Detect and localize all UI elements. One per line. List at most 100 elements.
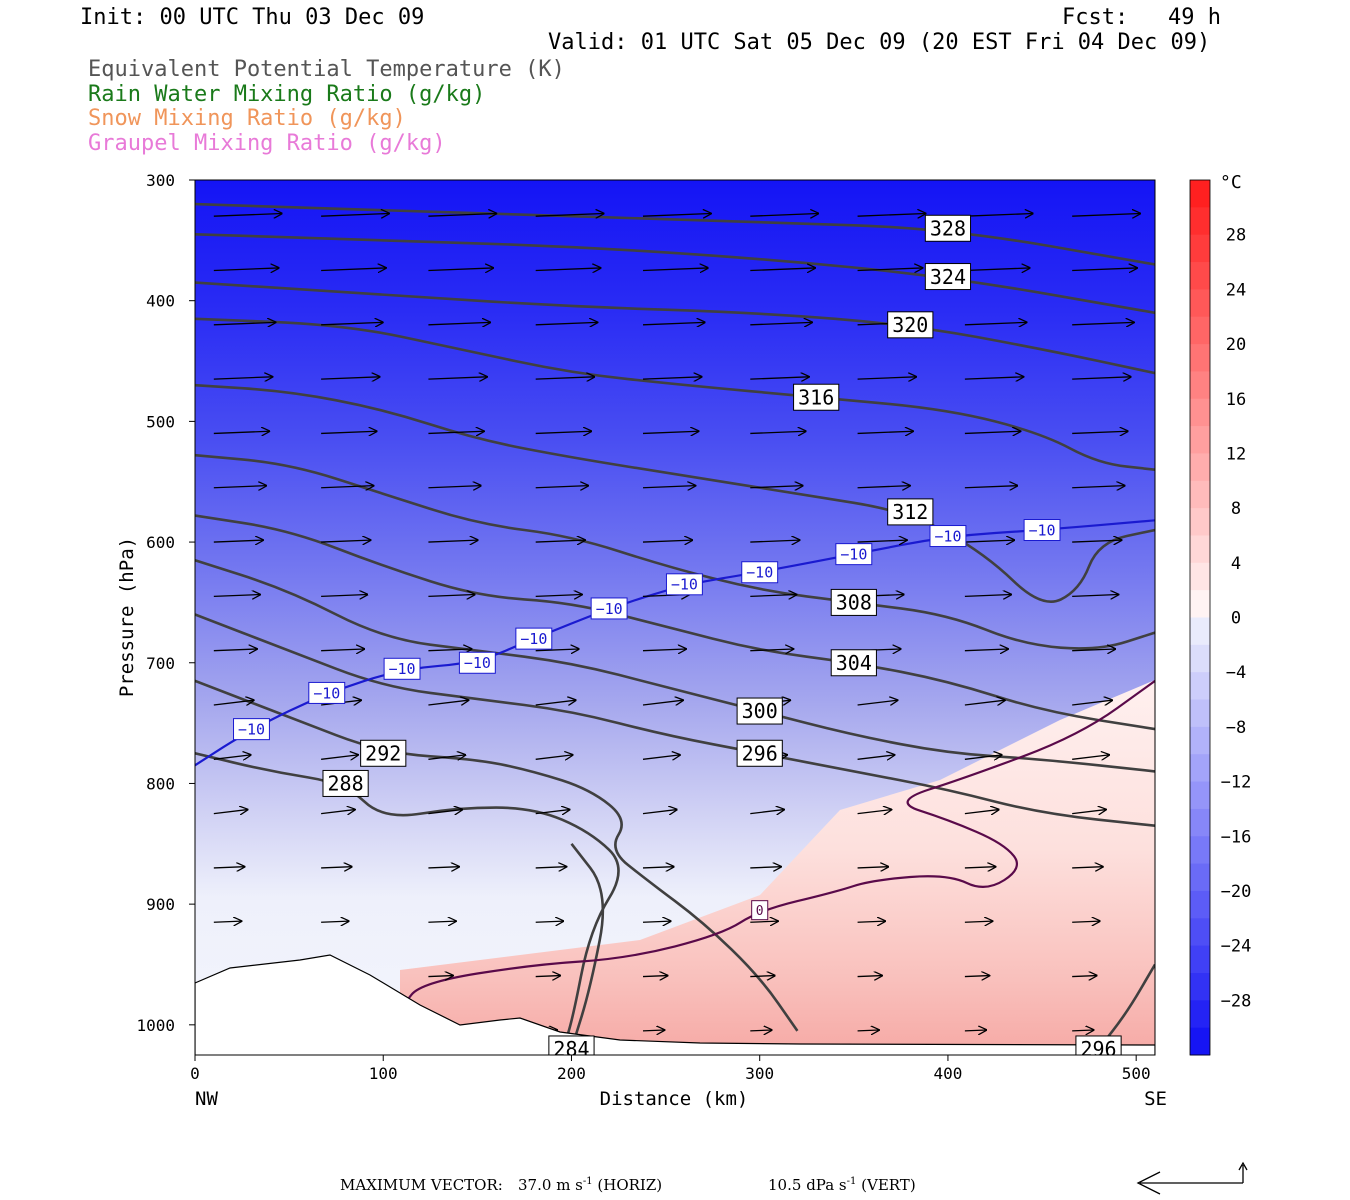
wind-vector	[1072, 322, 1134, 324]
colorbar-tick-label: 16	[1226, 390, 1246, 410]
plot-frame	[194, 179, 1156, 1056]
wind-vector	[1072, 595, 1118, 597]
wind-vector	[213, 810, 248, 814]
wind-vector	[750, 322, 812, 324]
wind-vector	[857, 431, 914, 433]
wind-vector	[964, 867, 996, 868]
wind-vector	[964, 976, 989, 977]
wind-vector	[964, 213, 1033, 216]
wind-vector	[535, 921, 564, 922]
contour-label-324: 324	[930, 265, 966, 289]
contour-label-288-box	[322, 769, 369, 797]
wind-vector	[750, 213, 818, 216]
colorbar-tick-label: 24	[1226, 280, 1246, 300]
contour-label-312-box	[887, 498, 934, 526]
wind-vector	[213, 595, 260, 597]
wind-vector	[428, 755, 465, 759]
colorbar-tick-label: 12	[1226, 444, 1246, 464]
wind-vector	[964, 595, 1011, 597]
isotherm-minus10	[195, 519, 1155, 767]
wind-vector	[321, 755, 358, 759]
y-axis-title: Pressure (hPa)	[116, 537, 138, 697]
wind-vector	[1072, 213, 1140, 216]
theta-e-contour-304	[195, 514, 1155, 731]
colorbar-bin	[1190, 453, 1210, 482]
wind-vector	[1072, 867, 1103, 868]
colorbar-tick-label: −8	[1226, 718, 1246, 738]
colorbar-bin	[1190, 726, 1210, 755]
theta-e-contour-328	[195, 202, 1155, 266]
y-tick-label: 1000	[136, 1016, 175, 1035]
theta-e-contour-324	[195, 233, 1155, 315]
wind-vector	[1072, 268, 1137, 271]
isotherm-label-minus10-box	[1023, 519, 1061, 541]
isotherm-label-minus10: −10	[934, 527, 961, 545]
max-vector-label: MAXIMUM VECTOR:	[340, 1176, 503, 1194]
wind-vector	[964, 921, 993, 922]
isotherm-label-minus10: −10	[596, 600, 623, 618]
isotherm-label-minus10-box	[383, 657, 421, 680]
colorbar-bin	[1190, 562, 1210, 591]
wind-vector	[1072, 486, 1124, 488]
wind-vector	[428, 921, 456, 922]
wind-vector	[750, 976, 774, 977]
wind-vector	[535, 213, 604, 216]
wind-vector	[750, 431, 806, 433]
contour-label-308-box	[830, 588, 877, 616]
isotherm-label-minus10: −10	[840, 546, 867, 564]
isotherm-label-minus10-box	[515, 627, 553, 650]
contour-label-312: 312	[892, 500, 928, 524]
colorbar-bin	[1190, 918, 1210, 947]
wind-vector	[964, 322, 1027, 324]
wind-vector	[1072, 377, 1131, 379]
legend-graupel: Graupel Mixing Ratio (g/kg)	[88, 131, 446, 156]
wind-vector	[213, 431, 270, 433]
wind-vector	[213, 867, 245, 868]
wind-vector	[750, 540, 799, 542]
wind-vector	[535, 810, 570, 814]
isotherm-label-minus10: −10	[520, 630, 547, 648]
colorbar-bin	[1190, 754, 1210, 783]
wind-vector	[750, 486, 802, 488]
wind-vector	[857, 540, 907, 542]
isotherm-label-minus10-box	[308, 681, 346, 704]
y-tick-label: 900	[146, 895, 175, 914]
wind-vector	[642, 486, 695, 488]
contour-label-328: 328	[930, 216, 966, 240]
colorbar-bin	[1190, 234, 1210, 263]
wind-vector	[428, 431, 484, 433]
wind-vector	[535, 377, 595, 379]
wind-vector	[857, 377, 917, 379]
wind-vector	[428, 322, 490, 324]
colorbar-bin	[1190, 1027, 1210, 1056]
colorbar-bin	[1190, 398, 1210, 427]
wind-vector	[321, 540, 370, 542]
isotherm-label-minus10-box	[590, 597, 628, 620]
colorbar-bin	[1190, 672, 1210, 701]
wind-vector	[857, 921, 886, 922]
wind-vector	[535, 431, 592, 433]
isotherm-label-minus10: −10	[1029, 521, 1056, 539]
wind-vector	[213, 755, 251, 759]
wind-vector	[750, 1030, 771, 1031]
wind-vector	[642, 867, 674, 868]
colorbar-bin	[1190, 426, 1210, 454]
wind-vector	[964, 540, 1014, 542]
isotherm-label-minus10-box	[665, 573, 703, 596]
isotherm-zero	[401, 680, 1155, 1008]
isotherm-label-minus10: −10	[671, 576, 698, 594]
isotherm-label-minus10-box	[741, 561, 779, 584]
theta-e-contour-296	[1097, 963, 1155, 1050]
wind-vector	[750, 595, 796, 597]
contour-label-328-box	[924, 214, 972, 242]
wind-vector	[535, 540, 585, 542]
wind-vector	[321, 322, 383, 324]
isotherm-label-minus10-box	[233, 718, 270, 741]
colorbar-tick-label: −24	[1221, 937, 1252, 957]
theta-e-contour-288	[195, 752, 620, 1050]
wind-vector	[1072, 810, 1106, 814]
max-vector-vert: 10.5 dPa s-1 (VERT)	[768, 1176, 916, 1194]
wind-vector	[642, 268, 708, 271]
isotherm-label-minus10-box	[458, 651, 496, 674]
